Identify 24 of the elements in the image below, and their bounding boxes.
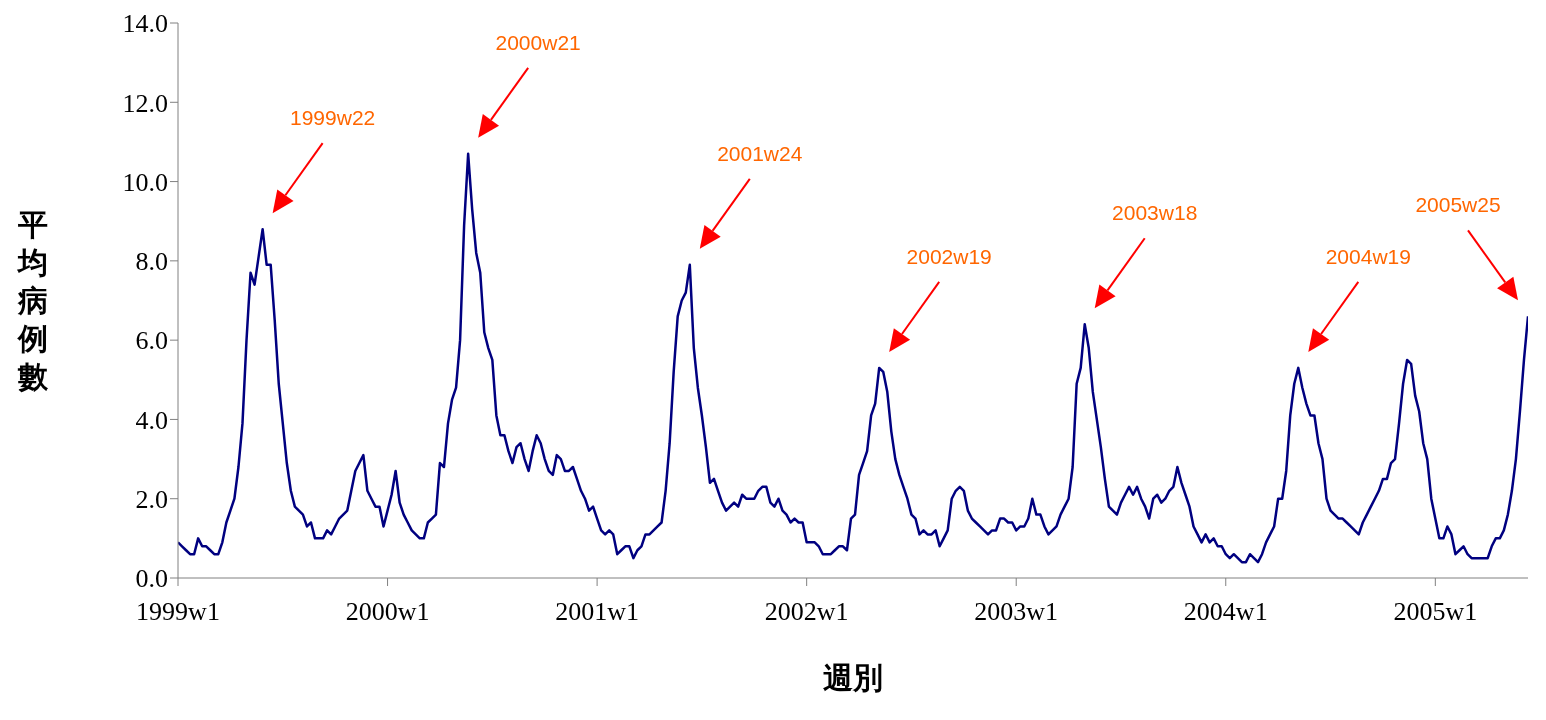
x-tick-label: 2002w1 [764,597,849,627]
y-tick-label: 6.0 [135,326,168,356]
y-tick-label: 14.0 [122,9,168,39]
x-axis-title: 週別 [823,660,883,695]
annotation: 2005w25 [1415,193,1501,217]
y-axis-title: 平均病例數 [16,207,49,394]
x-tick-label: 2003w1 [974,597,1059,627]
x-tick-label: 2001w1 [555,597,639,627]
annotation: 2003w18 [1112,201,1198,225]
annotation: 2001w24 [717,141,803,165]
y-tick-label: 8.0 [135,247,168,277]
annotation: 2004w19 [1325,244,1411,268]
y-tick-label: 4.0 [135,405,168,435]
x-tick-label: 1999w1 [136,597,220,627]
y-tick-label: 2.0 [135,484,168,514]
x-tick-label: 2004w1 [1183,597,1268,627]
y-tick-label: 10.0 [122,167,168,197]
annotation: 1999w22 [290,106,376,130]
y-tick-label: 0.0 [135,564,168,594]
x-tick-label: 2005w1 [1393,597,1478,627]
y-tick-label: 12.0 [122,88,168,118]
annotation: 2000w21 [495,30,581,54]
annotation: 2002w19 [906,244,992,268]
x-tick-label: 2000w1 [345,597,430,627]
